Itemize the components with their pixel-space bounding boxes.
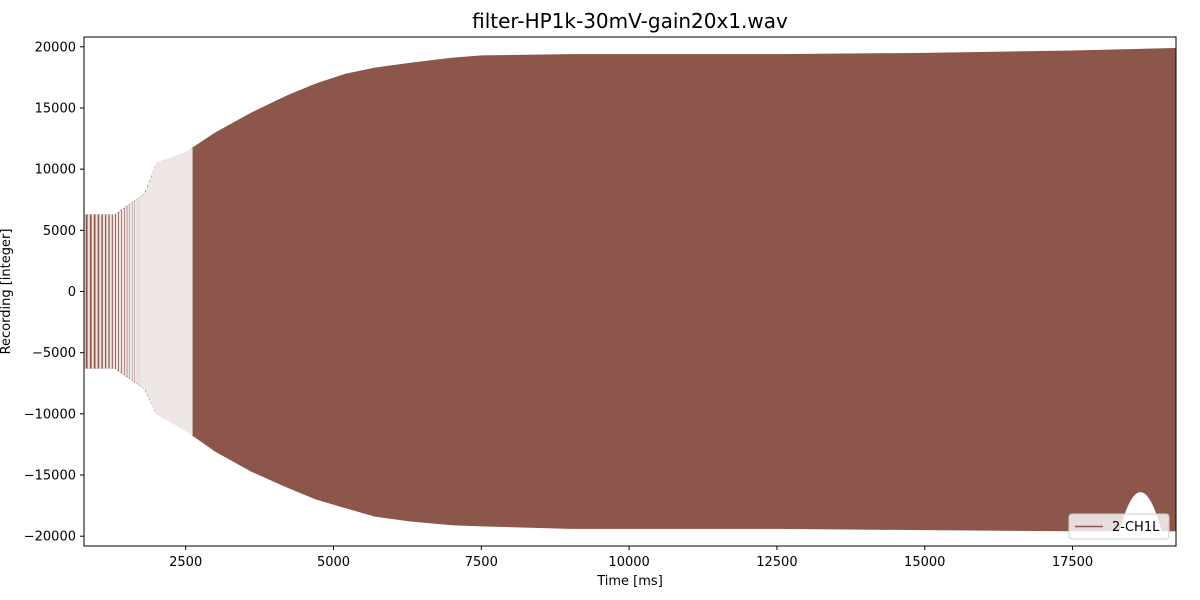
y-tick-label: 5000 [43,224,76,239]
plot-area [84,37,1176,546]
x-axis-label: Time [ms] [596,574,663,589]
y-axis: −20000 −15000 −10000 −5000 0 5000 10000 15000 20… [24,40,84,545]
y-tick-label: −10000 [24,407,76,422]
y-tick-label: 20000 [35,40,76,55]
x-tick-label: 12500 [756,555,797,570]
y-tick-label: 15000 [35,101,76,116]
y-tick-label: −15000 [24,469,76,484]
legend: 2-CH1L [1068,513,1170,540]
legend-box [1068,513,1170,540]
series-envelope-2-ch1l [84,48,1176,532]
legend-entry-label: 2-CH1L [1112,520,1160,535]
y-tick-label: 10000 [35,163,76,178]
y-axis-label: Recording [integer] [0,229,14,355]
x-tick-label: 15000 [904,555,945,570]
x-tick-label: 17500 [1052,555,1093,570]
series-oscillation-gaps [84,148,193,435]
x-tick-label: 2500 [169,555,202,570]
y-tick-label: 0 [68,285,76,300]
x-tick-label: 7500 [465,555,498,570]
x-tick-label: 5000 [317,555,350,570]
plot-frame [83,36,1177,547]
series-notch-upper [1118,37,1163,44]
chart-title: filter-HP1k-30mV-gain20x1.wav [472,9,788,33]
x-axis: 2500 5000 7500 10000 12500 15000 17500 [169,546,1093,570]
y-tick-label: −20000 [24,530,76,545]
x-tick-label: 10000 [608,555,649,570]
y-tick-label: −5000 [32,346,76,361]
